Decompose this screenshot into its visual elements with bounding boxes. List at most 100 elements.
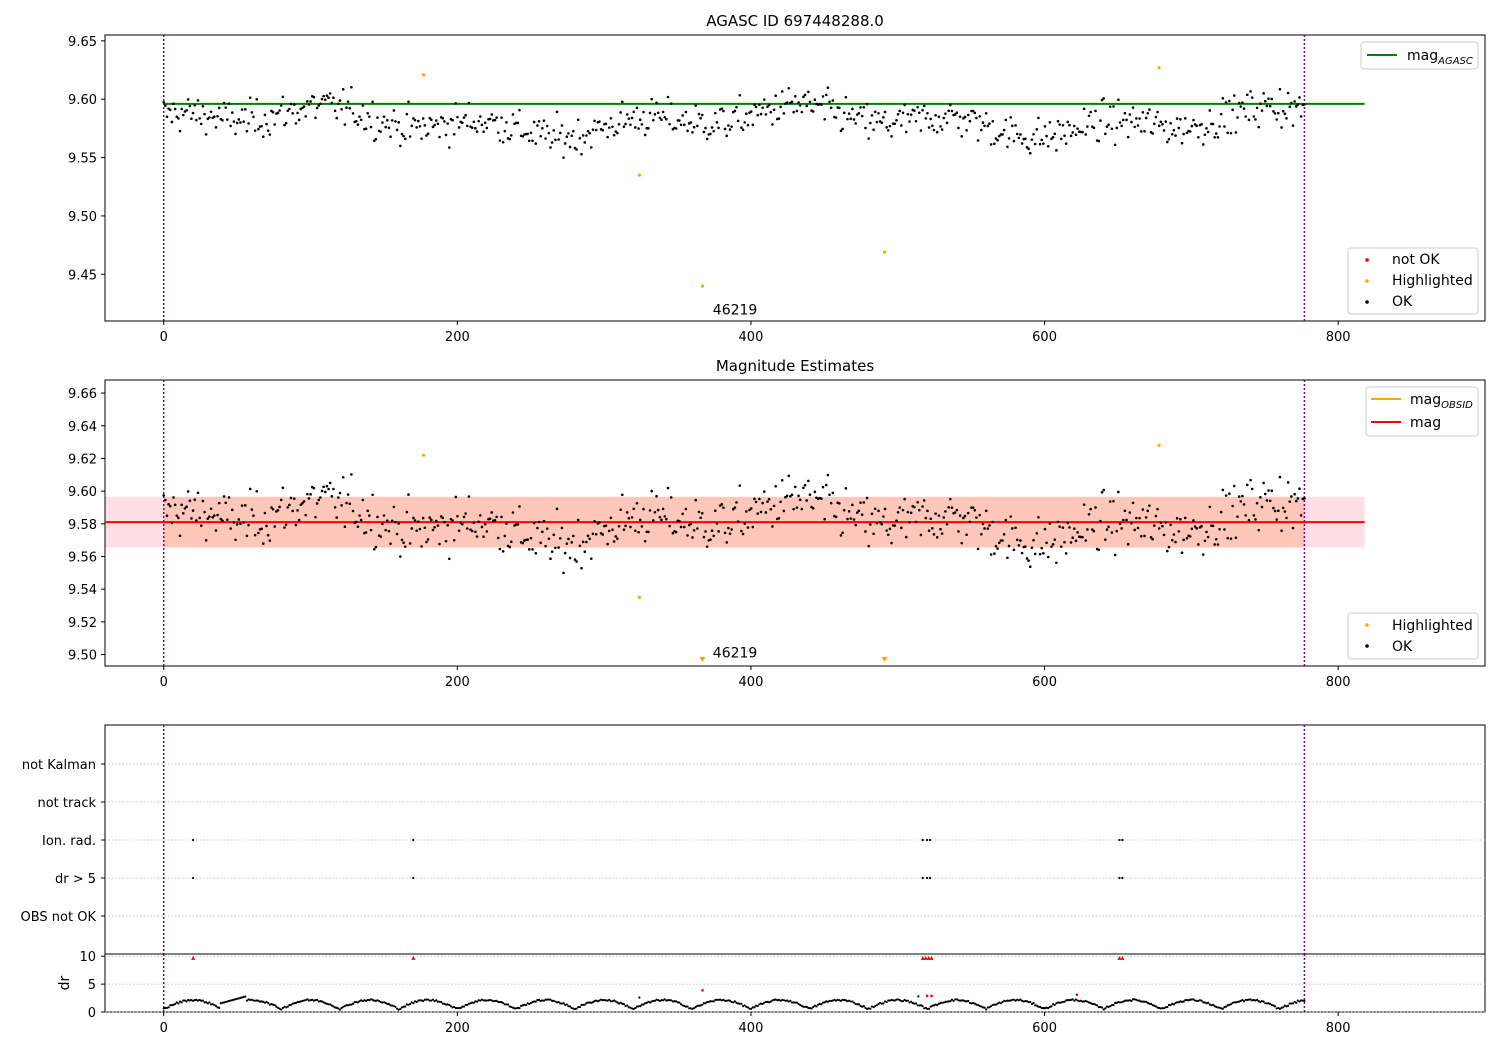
- ok-point: [537, 119, 541, 123]
- ok-point: [921, 108, 924, 112]
- dr-point: [1074, 998, 1078, 1001]
- ok-point: [1296, 103, 1300, 106]
- dr-point: [952, 999, 955, 1002]
- ok-point: [470, 126, 474, 129]
- ok-point: [526, 538, 529, 541]
- panel1-legend-bottom: not OK Highlighted OK: [1347, 247, 1479, 315]
- ok-point: [877, 509, 880, 513]
- ok-point: [883, 110, 887, 114]
- ok-point: [199, 122, 203, 126]
- ok-point: [338, 491, 342, 495]
- ok-point: [893, 122, 897, 126]
- dr-point: [557, 1000, 560, 1004]
- ok-point: [798, 498, 802, 502]
- ok-point: [988, 122, 991, 125]
- ok-point: [247, 523, 250, 527]
- ok-point: [545, 124, 549, 128]
- panel2-legend-top: magOBSID mag: [1365, 386, 1479, 437]
- ok-point: [518, 505, 521, 508]
- ok-point: [288, 107, 291, 111]
- ok-point: [658, 515, 662, 519]
- ok-point: [921, 505, 924, 508]
- dr-point: [351, 1002, 355, 1005]
- ok-point: [1125, 118, 1128, 122]
- ok-point: [1055, 149, 1058, 152]
- ok-point: [730, 528, 733, 531]
- ok-point: [374, 137, 378, 141]
- dr-point: [797, 1002, 800, 1006]
- ok-point: [727, 526, 730, 530]
- ok-point: [955, 508, 959, 512]
- dr-point: [755, 1004, 758, 1007]
- ok-point: [1146, 111, 1150, 115]
- ok-point: [1121, 118, 1125, 122]
- ok-point: [1290, 101, 1293, 105]
- ok-point: [598, 120, 601, 123]
- ok-point: [309, 493, 312, 496]
- ok-point: [847, 510, 851, 513]
- ok-point: [756, 512, 760, 515]
- dr-point: [614, 1000, 617, 1003]
- ok-point: [1200, 122, 1203, 126]
- ok-point: [322, 485, 325, 489]
- dr-point: [1107, 1005, 1110, 1009]
- dr-point: [632, 1007, 635, 1011]
- ok-point: [686, 534, 689, 537]
- ok-point: [1128, 511, 1132, 514]
- ok-point: [994, 137, 998, 140]
- ok-point: [1110, 531, 1114, 534]
- ok-point: [382, 514, 386, 517]
- dr-point: [957, 999, 960, 1002]
- ok-point: [209, 110, 213, 114]
- ok-point: [1084, 539, 1088, 542]
- ok-point: [309, 100, 312, 103]
- ok-point: [1055, 561, 1058, 565]
- ok-point: [330, 101, 334, 105]
- ok-point: [1244, 115, 1247, 118]
- dr-point: [663, 998, 666, 1001]
- dr-point: [1100, 1006, 1104, 1009]
- ok-point: [1267, 97, 1270, 101]
- ok-point: [1012, 139, 1016, 143]
- dr-point: [1001, 1000, 1004, 1004]
- ok-point: [296, 111, 299, 115]
- ok-point: [873, 110, 877, 114]
- dr-point: [640, 1003, 643, 1006]
- ok-point: [914, 119, 918, 123]
- x-tick-label: 800: [1326, 330, 1351, 345]
- ok-point: [1228, 492, 1231, 495]
- ok-point: [1296, 497, 1300, 500]
- ok-point: [1205, 127, 1208, 130]
- ok-point: [1136, 526, 1140, 530]
- ok-point: [865, 102, 869, 106]
- dr-point: [500, 1001, 503, 1004]
- dr-point: [862, 1005, 865, 1008]
- dr-point: [330, 1004, 333, 1007]
- ok-point: [1076, 127, 1079, 130]
- ok-point: [658, 116, 662, 120]
- ok-point: [315, 502, 319, 505]
- dr-point: [851, 1000, 854, 1003]
- ok-point: [366, 111, 370, 115]
- ok-point: [477, 119, 480, 123]
- ok-point: [213, 115, 216, 118]
- dr-point: [1301, 999, 1304, 1002]
- legend-highlighted: Highlighted: [1392, 273, 1473, 289]
- ok-point: [1123, 509, 1127, 513]
- dr-point: [1086, 1000, 1089, 1003]
- ok-point: [762, 98, 766, 101]
- ok-point: [1050, 137, 1053, 141]
- dr-point: [598, 999, 601, 1002]
- ok-point: [826, 86, 830, 89]
- ok-point: [173, 107, 177, 111]
- dr-point: [191, 999, 195, 1002]
- dr-point: [394, 1005, 397, 1008]
- ok-point: [588, 537, 591, 541]
- ok-point: [501, 550, 505, 553]
- ok-point: [939, 527, 942, 531]
- ok-point: [960, 541, 964, 545]
- ok-point: [172, 496, 175, 499]
- ok-point: [829, 106, 833, 110]
- y-tick-label: 5: [88, 978, 96, 993]
- ok-point: [1141, 111, 1145, 114]
